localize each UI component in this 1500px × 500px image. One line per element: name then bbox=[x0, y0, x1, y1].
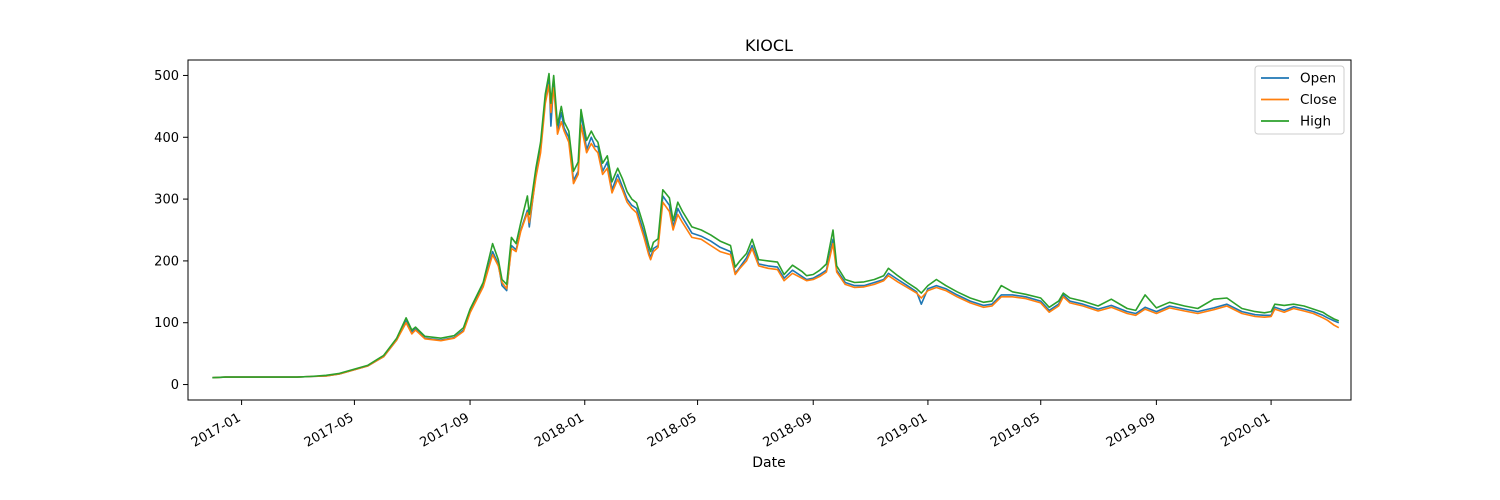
y-tick-label: 200 bbox=[154, 254, 179, 269]
legend: Open Close High bbox=[1254, 65, 1345, 135]
x-tick-label: 2019-05 bbox=[988, 410, 1043, 450]
series-line-open bbox=[212, 75, 1340, 379]
x-tick-label: 2017-09 bbox=[418, 410, 473, 450]
y-tick-label: 0 bbox=[171, 378, 179, 393]
x-tick-label: 2019-01 bbox=[875, 410, 930, 450]
y-tick-label: 500 bbox=[154, 69, 179, 84]
x-tick-label: 2017-05 bbox=[302, 410, 357, 450]
chart-title: KIOCL bbox=[745, 36, 793, 55]
x-tick-label: 2018-05 bbox=[645, 410, 700, 450]
plot-lines bbox=[212, 72, 1340, 379]
y-tick-label: 100 bbox=[154, 316, 179, 331]
x-tick-label: 2017-01 bbox=[189, 410, 244, 450]
legend-label-high: High bbox=[1300, 114, 1331, 130]
series-line-close bbox=[212, 83, 1340, 379]
x-tick-label: 2019-09 bbox=[1104, 410, 1159, 450]
y-axis-ticks: 0 100 200 300 400 500 bbox=[154, 69, 188, 393]
plot-frame bbox=[187, 59, 1352, 401]
legend-box bbox=[1254, 65, 1345, 135]
legend-label-open: Open bbox=[1300, 71, 1336, 87]
x-tick-label: 2018-01 bbox=[532, 410, 587, 450]
x-axis-ticks: 2017-01 2017-05 2017-09 2018-01 2018-05 2018-… bbox=[189, 400, 1273, 451]
y-tick-label: 300 bbox=[154, 193, 179, 208]
series-line-high bbox=[212, 72, 1340, 379]
x-tick-label: 2018-09 bbox=[761, 410, 816, 450]
x-tick-label: 2020-01 bbox=[1219, 410, 1274, 450]
y-tick-label: 400 bbox=[154, 131, 179, 146]
x-axis-label: Date bbox=[752, 455, 785, 471]
legend-label-close: Close bbox=[1300, 92, 1337, 108]
